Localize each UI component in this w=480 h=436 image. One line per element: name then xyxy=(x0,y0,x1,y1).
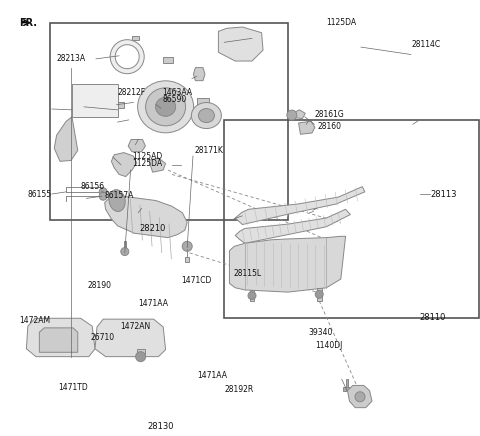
Polygon shape xyxy=(235,187,365,225)
Circle shape xyxy=(99,188,107,196)
Text: 28171K: 28171K xyxy=(194,146,223,155)
Text: 28160: 28160 xyxy=(318,122,342,131)
Polygon shape xyxy=(111,153,137,177)
Text: 86590: 86590 xyxy=(162,95,187,104)
Polygon shape xyxy=(346,379,348,387)
Polygon shape xyxy=(193,68,205,81)
Circle shape xyxy=(121,248,129,255)
Text: 39340: 39340 xyxy=(309,328,333,337)
Ellipse shape xyxy=(156,97,176,116)
Polygon shape xyxy=(95,319,166,357)
Polygon shape xyxy=(105,195,187,238)
Polygon shape xyxy=(317,288,322,301)
Ellipse shape xyxy=(138,81,193,133)
Text: 86157A: 86157A xyxy=(105,191,134,200)
Polygon shape xyxy=(250,290,254,301)
Ellipse shape xyxy=(192,102,221,129)
Circle shape xyxy=(182,242,192,251)
Text: 28210: 28210 xyxy=(139,225,166,233)
Text: 1471TD: 1471TD xyxy=(58,383,88,392)
Ellipse shape xyxy=(145,88,186,126)
Polygon shape xyxy=(137,349,145,354)
Text: 28130: 28130 xyxy=(147,422,174,431)
Polygon shape xyxy=(197,98,209,116)
Text: 1471AA: 1471AA xyxy=(197,371,227,380)
Polygon shape xyxy=(128,140,145,152)
Text: 1471AA: 1471AA xyxy=(138,299,168,307)
Text: 28213A: 28213A xyxy=(57,54,85,63)
Polygon shape xyxy=(54,117,78,161)
Text: 28114C: 28114C xyxy=(412,40,441,49)
Bar xyxy=(50,23,288,220)
Polygon shape xyxy=(149,158,166,172)
Text: 28115L: 28115L xyxy=(234,269,262,278)
Ellipse shape xyxy=(109,190,125,211)
Polygon shape xyxy=(343,387,351,391)
Polygon shape xyxy=(39,328,78,352)
Polygon shape xyxy=(235,209,350,243)
Text: 1125AD: 1125AD xyxy=(132,152,162,160)
Bar xyxy=(72,84,118,117)
Circle shape xyxy=(115,44,139,69)
Circle shape xyxy=(315,290,323,298)
Circle shape xyxy=(136,352,145,361)
Text: 1125DA: 1125DA xyxy=(132,159,162,168)
Polygon shape xyxy=(299,121,315,134)
Circle shape xyxy=(287,110,297,120)
Polygon shape xyxy=(294,110,305,119)
Polygon shape xyxy=(163,57,173,63)
Polygon shape xyxy=(229,236,346,292)
Circle shape xyxy=(355,392,365,402)
Text: 28113: 28113 xyxy=(431,190,457,198)
Polygon shape xyxy=(218,27,263,61)
Text: 28110: 28110 xyxy=(419,313,445,322)
Polygon shape xyxy=(118,102,124,108)
Text: 1140DJ: 1140DJ xyxy=(315,341,343,350)
Bar xyxy=(224,120,479,318)
Polygon shape xyxy=(348,385,372,408)
Text: 1471CD: 1471CD xyxy=(181,276,212,285)
Circle shape xyxy=(248,292,256,300)
Text: 1125DA: 1125DA xyxy=(327,18,357,27)
Text: 28192R: 28192R xyxy=(225,385,254,394)
Polygon shape xyxy=(185,257,189,262)
Polygon shape xyxy=(26,318,95,357)
Circle shape xyxy=(110,40,144,74)
Text: 28212F: 28212F xyxy=(118,88,146,97)
Text: 26710: 26710 xyxy=(90,333,114,341)
Text: 28190: 28190 xyxy=(87,281,111,290)
Text: 1463AA: 1463AA xyxy=(162,88,192,97)
Text: 1472AN: 1472AN xyxy=(120,322,150,330)
Text: 1472AM: 1472AM xyxy=(19,316,50,325)
Text: 86155: 86155 xyxy=(28,190,52,198)
Polygon shape xyxy=(132,36,139,40)
Ellipse shape xyxy=(198,109,215,123)
Text: 28161G: 28161G xyxy=(314,110,344,119)
Polygon shape xyxy=(124,241,126,249)
Text: 86156: 86156 xyxy=(81,182,105,191)
Circle shape xyxy=(99,192,107,200)
Text: FR.: FR. xyxy=(19,18,37,27)
